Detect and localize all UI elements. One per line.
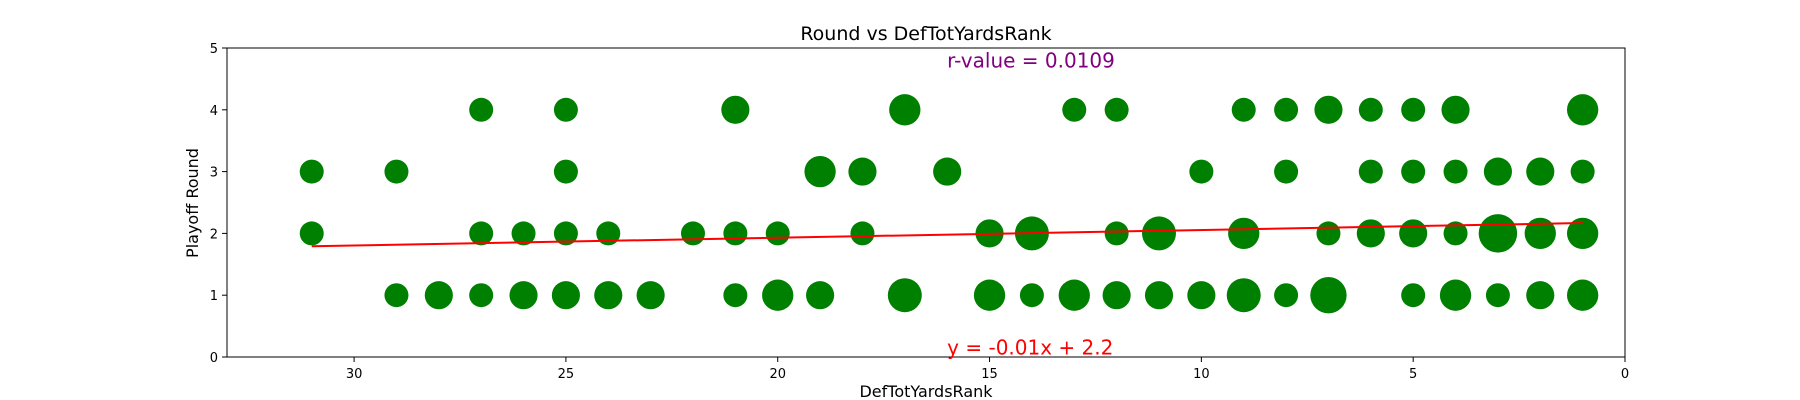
plot-area: 30 25 20 15 10 5 0 0 1 2 3 4 5 r-value = 0.0109 y = -0… bbox=[210, 42, 1629, 382]
x-tick-label: 10 bbox=[1193, 367, 1210, 382]
chart-title: Round vs DefTotYardsRank bbox=[800, 23, 1051, 45]
scatter-point bbox=[1144, 281, 1174, 310]
equation-label: y = -0.01x + 2.2 bbox=[947, 336, 1113, 360]
scatter-point bbox=[1142, 216, 1176, 251]
scatter-point bbox=[806, 281, 835, 310]
scatter-point bbox=[1058, 279, 1090, 311]
x-tick-label: 20 bbox=[769, 367, 786, 382]
scatter-point bbox=[384, 283, 409, 308]
scatter-point bbox=[1401, 97, 1426, 122]
scatter-point bbox=[384, 159, 409, 184]
scatter-point bbox=[299, 221, 324, 246]
scatter-point bbox=[1570, 159, 1595, 184]
plot-frame bbox=[226, 47, 1626, 358]
scatter-point bbox=[1310, 277, 1347, 314]
scatter-point bbox=[1401, 283, 1426, 308]
scatter-point bbox=[1019, 283, 1044, 308]
y-tick-label: 4 bbox=[210, 104, 218, 119]
scatter-point bbox=[551, 281, 580, 310]
scatter-point bbox=[469, 221, 494, 246]
y-tick-label: 1 bbox=[210, 289, 218, 304]
scatter-point bbox=[721, 95, 750, 124]
scatter-point bbox=[1274, 159, 1299, 184]
scatter-point bbox=[1274, 97, 1299, 122]
scatter-point bbox=[1104, 221, 1129, 246]
scatter-point bbox=[723, 221, 748, 246]
scatter-point bbox=[887, 278, 922, 313]
scatter-point bbox=[1228, 217, 1260, 250]
scatter-point bbox=[1062, 97, 1087, 122]
scatter-point bbox=[1526, 157, 1555, 186]
scatter-point bbox=[1102, 281, 1131, 310]
y-tick-label: 0 bbox=[210, 351, 218, 366]
y-tick-label: 2 bbox=[210, 227, 218, 242]
scatter-point bbox=[1104, 97, 1129, 122]
scatter-point bbox=[1566, 217, 1599, 250]
scatter-point bbox=[1314, 95, 1343, 124]
scatter-point bbox=[1231, 97, 1256, 122]
scatter-point bbox=[1226, 278, 1261, 313]
scatter-point bbox=[1316, 221, 1341, 246]
scatter-point bbox=[1485, 283, 1510, 308]
scatter-point bbox=[509, 281, 538, 310]
scatter-point bbox=[765, 221, 790, 246]
scatter-point bbox=[1189, 159, 1214, 184]
scatter-point bbox=[1356, 219, 1385, 248]
scatter-point bbox=[553, 97, 578, 122]
scatter-point bbox=[469, 97, 494, 122]
scatter-point bbox=[1274, 283, 1299, 308]
scatter-point bbox=[1478, 214, 1518, 253]
scatter-point bbox=[1443, 159, 1468, 184]
y-axis-label: Playoff Round bbox=[183, 148, 202, 258]
scatter-point bbox=[850, 221, 875, 246]
scatter-point bbox=[553, 159, 578, 184]
scatter-point bbox=[1441, 95, 1470, 124]
regression-line bbox=[311, 222, 1583, 248]
scatter-point bbox=[723, 283, 748, 308]
scatter-point bbox=[1439, 279, 1472, 311]
scatter-point bbox=[1401, 159, 1426, 184]
scatter-point bbox=[469, 283, 494, 308]
scatter-point bbox=[511, 221, 536, 246]
scatter-point bbox=[889, 94, 921, 126]
x-tick-label: 15 bbox=[981, 367, 998, 382]
x-tick-label: 30 bbox=[346, 367, 363, 382]
scatter-point bbox=[1524, 217, 1556, 250]
scatter-point bbox=[596, 221, 621, 246]
scatter-point bbox=[762, 279, 794, 311]
y-tick-label: 3 bbox=[210, 166, 218, 181]
x-axis-label: DefTotYardsRank bbox=[859, 382, 993, 400]
scatter-point bbox=[1526, 281, 1555, 310]
scatter-point bbox=[553, 221, 578, 246]
scatter-point bbox=[681, 221, 705, 246]
scatter-point bbox=[848, 157, 877, 186]
x-tick-label: 0 bbox=[1621, 367, 1629, 382]
x-tick-label: 5 bbox=[1409, 367, 1417, 382]
scatter-point bbox=[424, 281, 453, 310]
scatter-point bbox=[973, 279, 1006, 311]
y-tick-label: 5 bbox=[210, 42, 218, 57]
scatter-point bbox=[1566, 94, 1599, 126]
r-value-label: r-value = 0.0109 bbox=[947, 48, 1115, 72]
scatter-point bbox=[299, 159, 324, 184]
scatter-point bbox=[1187, 281, 1216, 310]
scatter-point bbox=[1483, 157, 1512, 186]
scatter-point bbox=[1566, 279, 1599, 311]
scatter-point bbox=[1399, 219, 1428, 248]
scatter-point bbox=[804, 155, 836, 188]
scatter-point bbox=[1358, 97, 1383, 122]
scatter-point bbox=[594, 281, 623, 310]
scatter-point bbox=[1443, 221, 1468, 246]
scatter-point bbox=[636, 281, 665, 310]
x-tick-label: 25 bbox=[558, 367, 575, 382]
scatter-point bbox=[1358, 159, 1383, 184]
scatter-point bbox=[933, 157, 962, 186]
